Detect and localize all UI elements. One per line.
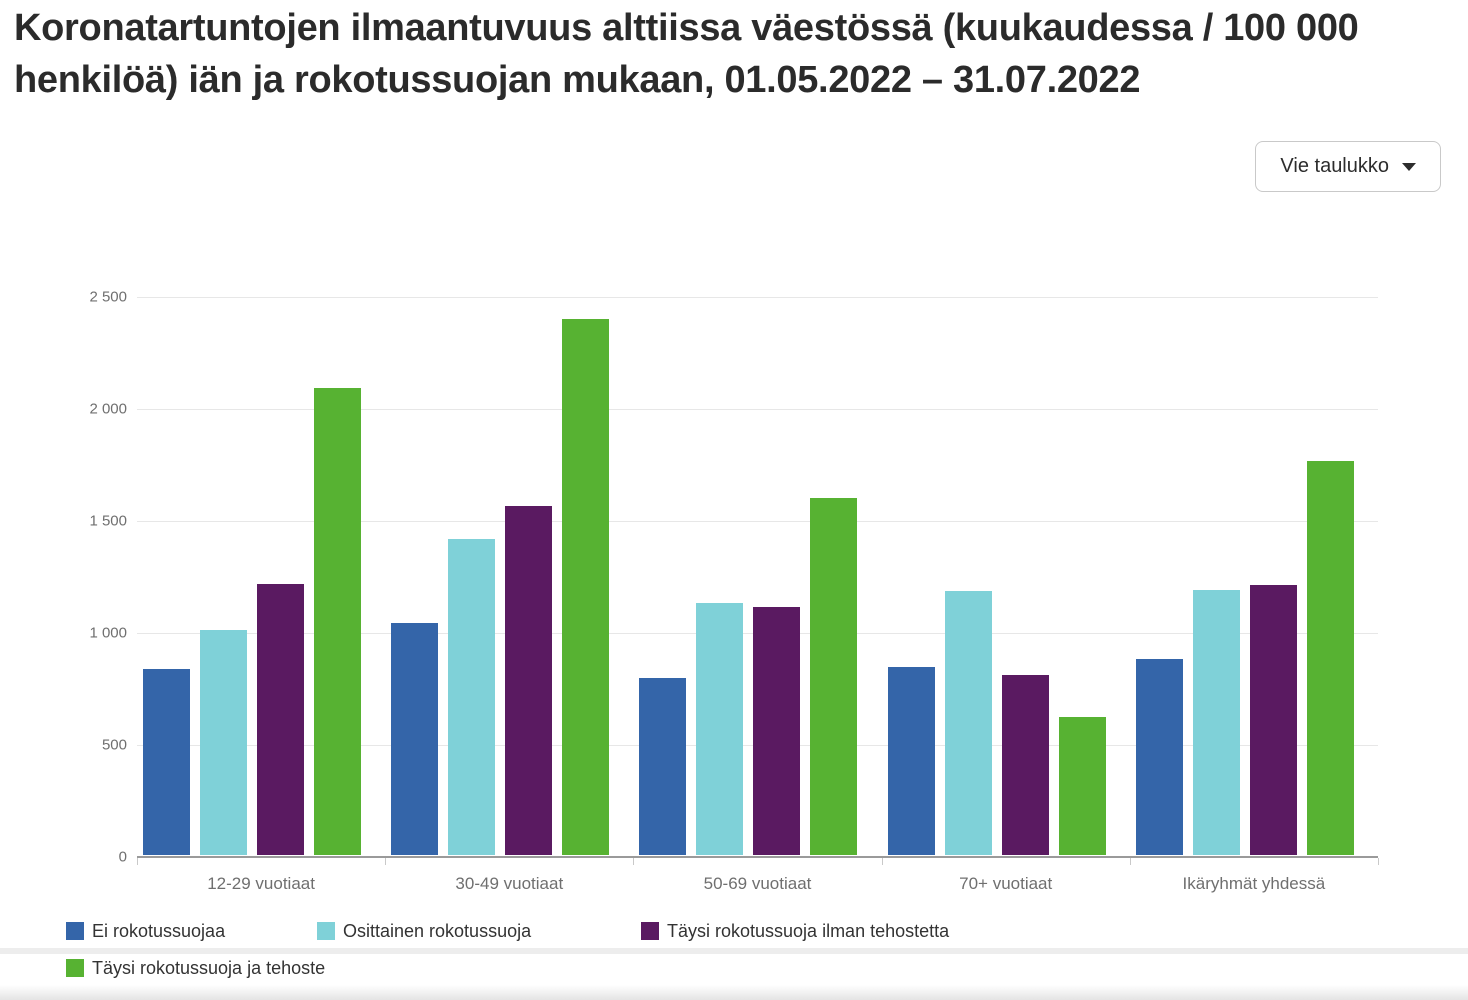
bar[interactable] <box>1058 717 1106 855</box>
gridline <box>137 297 1378 298</box>
axis-tick <box>881 858 883 865</box>
bar[interactable] <box>257 583 304 855</box>
export-table-button[interactable]: Vie taulukko <box>1255 141 1441 192</box>
legend-swatch-icon <box>641 922 659 940</box>
bar[interactable] <box>448 539 496 855</box>
gridline <box>137 521 1378 522</box>
legend-divider <box>0 948 1468 954</box>
legend-swatch-icon <box>66 922 84 940</box>
y-axis-label: 2 500 <box>89 288 127 306</box>
axis-tick <box>1378 858 1379 865</box>
bar[interactable] <box>391 623 439 855</box>
legend-swatch-icon <box>66 959 84 977</box>
chart-legend: Ei rokotussuojaa Osittainen rokotussuoja T… <box>66 921 1428 978</box>
legend-item[interactable]: Täysi rokotussuoja ilman tehostetta <box>641 921 949 941</box>
y-axis-label: 1 000 <box>89 624 127 642</box>
gridline <box>137 409 1378 410</box>
legend-label: Täysi rokotussuoja ilman tehostetta <box>667 921 950 941</box>
chart-group <box>633 295 881 855</box>
bar[interactable] <box>810 497 858 855</box>
legend-label: Ei rokotussuojaa <box>92 921 226 941</box>
bar[interactable] <box>562 318 610 855</box>
bar[interactable] <box>505 505 553 855</box>
chart-group <box>385 295 633 855</box>
chart-group <box>1130 295 1378 855</box>
bar[interactable] <box>1135 659 1183 855</box>
chart-group <box>882 295 1130 855</box>
x-axis-label: 30-49 vuotiaat <box>455 874 564 893</box>
x-axis-label: 50-69 vuotiaat <box>703 874 812 893</box>
x-axis-label: 12-29 vuotiaat <box>207 874 315 893</box>
chart-group <box>137 295 385 855</box>
axis-tick <box>385 858 387 865</box>
x-axis-label: Ikäryhmät yhdessä <box>1182 874 1326 893</box>
bar[interactable] <box>1306 460 1354 855</box>
bar[interactable] <box>1192 589 1240 855</box>
bar[interactable] <box>200 629 247 855</box>
bar[interactable] <box>143 669 190 855</box>
legend-label: Täysi rokotussuoja ja tehoste <box>92 958 326 978</box>
axis-tick <box>633 858 635 865</box>
page-title-line-1: Koronatartuntojen ilmaantuvuus alttiissa… <box>14 7 1359 49</box>
legend-item[interactable]: Ei rokotussuojaa <box>66 921 225 941</box>
bar[interactable] <box>944 590 992 855</box>
axis-tick <box>137 858 138 865</box>
page-title: Koronatartuntojen ilmaantuvuus alttiissa… <box>14 2 1454 106</box>
legend-item[interactable]: Osittainen rokotussuoja <box>317 921 531 941</box>
page-title-line-2: henkilöä) iän ja rokotussuojan mukaan, 0… <box>14 59 1141 101</box>
plot-area: 0 500 1 000 1 500 2 000 2 500 12-29 vuotiaat 30… <box>89 289 1379 893</box>
x-axis-label: 70+ vuotiaat <box>959 874 1053 893</box>
y-axis-label: 0 <box>118 848 127 866</box>
y-axis-label: 2 000 <box>89 400 127 418</box>
bar[interactable] <box>1249 585 1297 855</box>
bar[interactable] <box>639 678 687 855</box>
y-axis-label: 500 <box>101 736 127 754</box>
bar[interactable] <box>696 603 744 855</box>
legend-swatch-icon <box>317 922 335 940</box>
bottom-fade <box>0 985 1468 1000</box>
y-axis-label: 1 500 <box>89 512 127 530</box>
legend-item[interactable]: Täysi rokotussuoja ja tehoste <box>66 958 325 978</box>
bar[interactable] <box>887 666 935 855</box>
bar[interactable] <box>314 387 361 855</box>
caret-down-icon <box>1402 162 1416 171</box>
bar[interactable] <box>1001 674 1049 855</box>
bar[interactable] <box>753 607 801 855</box>
x-axis-line <box>137 856 1378 858</box>
axis-tick <box>1129 858 1131 865</box>
export-table-button-label: Vie taulukko <box>1280 155 1389 177</box>
legend-label: Osittainen rokotussuoja <box>343 921 532 941</box>
